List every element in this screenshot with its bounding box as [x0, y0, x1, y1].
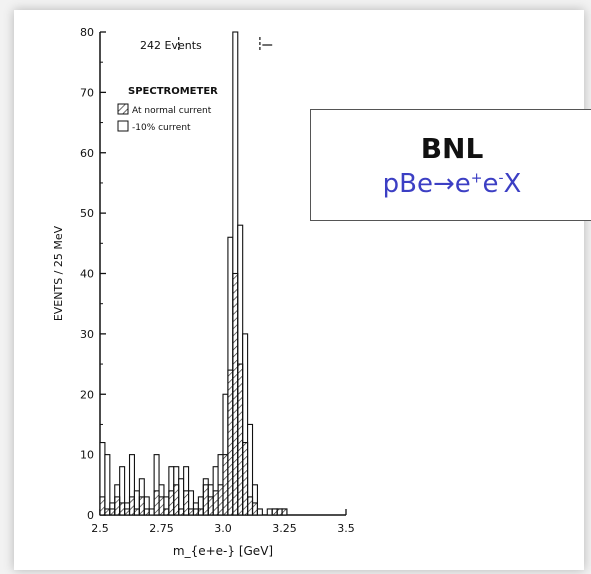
x-tick-label: 2.5: [91, 522, 109, 535]
hatched-bar: [138, 496, 145, 516]
hatched-bar: [247, 496, 254, 516]
open-bar: [148, 508, 155, 516]
y-tick-label: 40: [80, 268, 94, 281]
y-tick-label: 30: [80, 328, 94, 341]
hatched-bar: [153, 490, 160, 516]
reaction-part: pBe→e: [382, 169, 471, 199]
reaction-label: pBe→e+e-X: [311, 169, 591, 199]
open-bar: [266, 508, 273, 516]
events-annotation: 242 Events: [140, 39, 202, 52]
y-axis-label: EVENTS / 25 MeV: [52, 225, 65, 321]
x-tick-label: 3.25: [272, 522, 297, 535]
lab-name: BNL: [420, 132, 484, 165]
hatched-bar: [281, 508, 288, 516]
hatched-bar: [119, 502, 126, 516]
hatched-bar: [251, 502, 258, 516]
hatched-bar: [109, 508, 116, 516]
hatched-bar: [242, 441, 249, 516]
hatched-bar: [202, 484, 209, 516]
x-axis-label: m_{e+e-} [GeV]: [173, 544, 273, 558]
y-tick-label: 0: [87, 509, 94, 522]
histogram-chart: 0 10 20 30 40 50 60 70 80 2.5 2.75 3.0 3.25 3.5 EVENTS…: [52, 26, 355, 558]
reaction-part: e: [482, 169, 499, 199]
hatched-bar: [99, 496, 106, 516]
hatched-bar: [104, 508, 111, 516]
hatched-bar: [188, 508, 195, 516]
spectrometer-annotation: SPECTROMETER: [128, 86, 218, 97]
y-tick-label: 60: [80, 147, 94, 160]
y-tick-label: 80: [80, 26, 94, 39]
hatched-bar: [232, 272, 239, 516]
x-tick-label: 3.0: [214, 522, 232, 535]
hatched-bar: [197, 508, 204, 516]
reaction-part: +: [470, 170, 483, 187]
hatched-bar: [217, 484, 224, 516]
legend-swatch: [117, 103, 129, 115]
hatched-bar: [192, 508, 199, 516]
hatched-bar: [222, 454, 229, 516]
open-bar: [104, 454, 111, 516]
hatched-bar: [173, 484, 180, 516]
hatched-bar: [143, 508, 150, 516]
slide: 0 10 20 30 40 50 60 70 80 2.5 2.75 3.0 3.25 3.5 EVENTS…: [14, 10, 591, 570]
hatched-bar: [133, 508, 140, 516]
hatched-bar: [124, 508, 131, 516]
x-tick-label: 3.5: [337, 522, 355, 535]
hatched-bar: [271, 508, 278, 516]
experiment-label-box: BNL pBe→e+e-X: [310, 109, 591, 221]
hatched-bar: [237, 363, 244, 516]
hatched-bar: [212, 490, 219, 516]
reaction-part: X: [503, 169, 522, 199]
hatched-bar: [183, 490, 190, 516]
y-tick-label: 50: [80, 207, 94, 220]
x-tick-label: 2.75: [149, 522, 174, 535]
hatched-bar: [163, 508, 170, 516]
open-bar: [256, 508, 263, 516]
y-tick-label: 10: [80, 449, 94, 462]
legend-label: At normal current: [132, 106, 212, 116]
hatched-bar: [207, 496, 214, 516]
hatched-bar: [227, 369, 234, 516]
legend-label: -10% current: [132, 123, 191, 133]
hatched-bar: [178, 508, 185, 516]
y-tick-label: 20: [80, 388, 94, 401]
hatched-bar: [158, 496, 165, 516]
legend-swatch: [117, 120, 129, 132]
hatched-bar: [276, 508, 283, 516]
reaction-part: -: [498, 170, 504, 187]
hatched-bar: [128, 496, 135, 516]
y-tick-label: 70: [80, 86, 94, 99]
hatched-bar: [168, 490, 175, 516]
hatched-bar: [114, 496, 121, 516]
